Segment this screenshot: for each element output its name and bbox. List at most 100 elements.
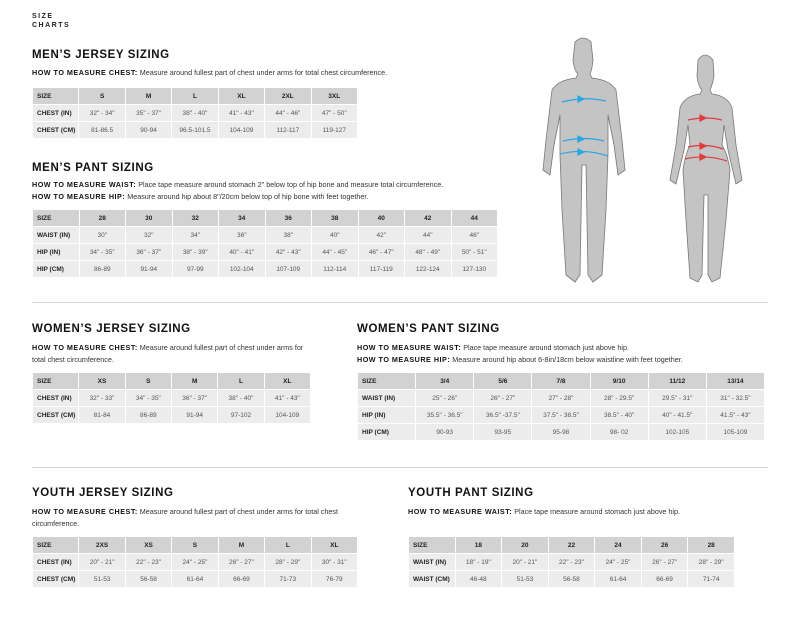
header-cell: SIZE bbox=[31, 536, 80, 554]
table-cell: 48" - 49" bbox=[404, 243, 452, 261]
header-cell: 2XS bbox=[78, 536, 126, 554]
table-row: HIP (IN) 34" - 35" 36" - 37" 38" - 39" 40" -… bbox=[32, 243, 498, 261]
table-cell: 81-86.5 bbox=[78, 121, 126, 139]
table-row: WAIST (IN) 18" - 19" 20" - 21" 22" - 23" 24"… bbox=[408, 553, 735, 571]
header-cell: L bbox=[264, 536, 312, 554]
table-cell: 71-73 bbox=[264, 570, 312, 588]
size-table: SIZE 2XS XS S M L XL CHEST (IN) 20" - 21" 22" - 2… bbox=[31, 536, 359, 588]
table-row: CHEST (CM) 51-53 56-58 61-64 66-69 71-73 76-79 bbox=[31, 570, 359, 588]
instruction-label: HOW TO MEASURE CHEST: bbox=[32, 68, 138, 77]
table-cell: 42" - 43" bbox=[264, 243, 312, 261]
header-cell: 5/6 bbox=[473, 372, 533, 390]
table-cell: 97-99 bbox=[171, 260, 219, 278]
table-cell: 97-102 bbox=[217, 406, 265, 424]
table-cell: 71-74 bbox=[687, 570, 735, 588]
table-cell: 66-69 bbox=[640, 570, 689, 588]
table-cell: 26" - 27" bbox=[473, 389, 533, 407]
table-cell: 20" - 21" bbox=[78, 553, 126, 571]
row-label-cell: CHEST (CM) bbox=[31, 570, 80, 588]
heading-line-2: CHARTS bbox=[32, 22, 71, 29]
table-cell: 28" - 29" bbox=[687, 553, 735, 571]
table-cell: 40" bbox=[311, 226, 359, 244]
table-row: CHEST (IN) 20" - 21" 22" - 23" 24" - 25" 26"… bbox=[31, 553, 359, 571]
body-measurement-figures bbox=[542, 37, 743, 283]
table-row: WAIST (CM) 46-48 51-53 56-58 61-64 66-69 71-74 bbox=[408, 570, 735, 588]
table-cell: 93-95 bbox=[473, 423, 533, 441]
measure-instructions: HOW TO MEASURE WAIST: Place tape measure… bbox=[357, 342, 787, 365]
table-cell: 20" - 21" bbox=[501, 553, 549, 571]
row-label-cell: CHEST (CM) bbox=[31, 406, 80, 424]
header-cell: SIZE bbox=[31, 87, 80, 105]
table-cell: 81-84 bbox=[78, 406, 126, 424]
table-cell: 32" - 33" bbox=[78, 389, 126, 407]
table-row: CHEST (IN) 32" - 34" 35" - 37" 38" - 40" 41"… bbox=[31, 104, 359, 122]
table-cell: 46-48 bbox=[454, 570, 503, 588]
table-cell: 95-98 bbox=[531, 423, 591, 441]
size-table: SIZE 3/4 5/6 7/8 9/10 11/12 13/14 WAIST (IN) 25"… bbox=[356, 372, 766, 441]
table-row: HIP (CM) 86-89 91-94 97-99 102-104 107-109 112… bbox=[32, 260, 498, 278]
instruction-label: HOW TO MEASURE CHEST: bbox=[32, 507, 138, 516]
header-cell: 11/12 bbox=[647, 372, 707, 390]
table-row: CHEST (CM) 81-84 86-89 91-94 97-102 104-109 bbox=[31, 406, 312, 424]
instruction-line: HOW TO MEASURE CHEST: Measure around ful… bbox=[32, 67, 532, 79]
table-cell: 25" - 26" bbox=[415, 389, 475, 407]
header-cell: XS bbox=[124, 536, 173, 554]
table-cell: 40" - 41.5" bbox=[647, 406, 707, 424]
table-cell: 31" - 32.5" bbox=[705, 389, 766, 407]
header-cell: 34 bbox=[218, 209, 266, 227]
table-cell: 26" - 27" bbox=[217, 553, 266, 571]
instruction-label: HOW TO MEASURE HIP: bbox=[32, 191, 126, 201]
table-cell: 90-94 bbox=[124, 121, 173, 139]
table-cell: 36" bbox=[218, 226, 266, 244]
header-cell: 13/14 bbox=[705, 372, 766, 390]
table-cell: 104-109 bbox=[263, 406, 312, 424]
row-label-cell: CHEST (IN) bbox=[31, 389, 80, 407]
header-cell: 18 bbox=[454, 536, 503, 554]
table-cell: 76-79 bbox=[310, 570, 359, 588]
table-cell: 28" - 29" bbox=[264, 553, 312, 571]
table-cell: 27" - 28" bbox=[531, 389, 591, 407]
table-cell: 22" - 23" bbox=[124, 553, 173, 571]
header-cell: S bbox=[171, 536, 219, 554]
table-cell: 22" - 23" bbox=[547, 553, 596, 571]
header-cell: SIZE bbox=[31, 372, 80, 390]
table-cell: 41.5" - 43" bbox=[705, 406, 766, 424]
instruction-label: HOW TO MEASURE HIP: bbox=[357, 354, 451, 364]
size-charts-heading: SIZE CHARTS bbox=[32, 12, 70, 30]
table-row: CHEST (CM) 81-86.5 90-94 96.5-101.5 104-109 1… bbox=[31, 121, 359, 139]
table-cell: 24" - 25" bbox=[171, 553, 219, 571]
table-header-row: SIZE 2XS XS S M L XL bbox=[31, 536, 359, 554]
table-row: WAIST (IN) 30" 32" 34" 36" 38" 40" 42" 44" 46" bbox=[32, 226, 498, 244]
table-row: HIP (IN) 35.5" - 36.5" 36.5" -37.5" 37.5" -… bbox=[356, 406, 766, 424]
table-cell: 117-119 bbox=[357, 260, 405, 278]
header-cell: 7/8 bbox=[531, 372, 591, 390]
instruction-text: Place tape measure around stomach just a… bbox=[512, 507, 681, 516]
instruction-label: HOW TO MEASURE WAIST: bbox=[408, 507, 513, 516]
measure-instructions: HOW TO MEASURE CHEST: Measure around ful… bbox=[32, 342, 317, 365]
header-cell: XL bbox=[310, 536, 359, 554]
table-cell: 38" bbox=[264, 226, 312, 244]
header-cell: XL bbox=[217, 87, 266, 105]
table-cell: 35.5" - 36.5" bbox=[415, 406, 475, 424]
instruction-text: Measure around hip about 6-8in/18cm belo… bbox=[450, 354, 683, 364]
row-label-cell: WAIST (CM) bbox=[408, 570, 456, 588]
table-cell: 40" - 41" bbox=[218, 243, 266, 261]
header-cell: 42 bbox=[404, 209, 452, 227]
header-cell: 28 bbox=[687, 536, 735, 554]
table-cell: 18" - 19" bbox=[454, 553, 503, 571]
male-tape-lines bbox=[559, 95, 609, 157]
table-cell: 66-69 bbox=[217, 570, 266, 588]
table-cell: 42" bbox=[357, 226, 405, 244]
section-divider bbox=[32, 302, 768, 303]
table-cell: 102-105 bbox=[647, 423, 707, 441]
table-cell: 36" - 37" bbox=[170, 389, 219, 407]
row-label-cell: HIP (IN) bbox=[356, 406, 417, 424]
table-cell: 122-124 bbox=[404, 260, 452, 278]
header-cell: 28 bbox=[78, 209, 126, 227]
table-cell: 127-130 bbox=[450, 260, 498, 278]
header-cell: XL bbox=[263, 372, 312, 390]
instruction-label: HOW TO MEASURE CHEST: bbox=[32, 343, 138, 352]
table-cell: 30" - 31" bbox=[310, 553, 359, 571]
table-cell: 91-94 bbox=[170, 406, 219, 424]
table-cell: 61-64 bbox=[594, 570, 642, 588]
